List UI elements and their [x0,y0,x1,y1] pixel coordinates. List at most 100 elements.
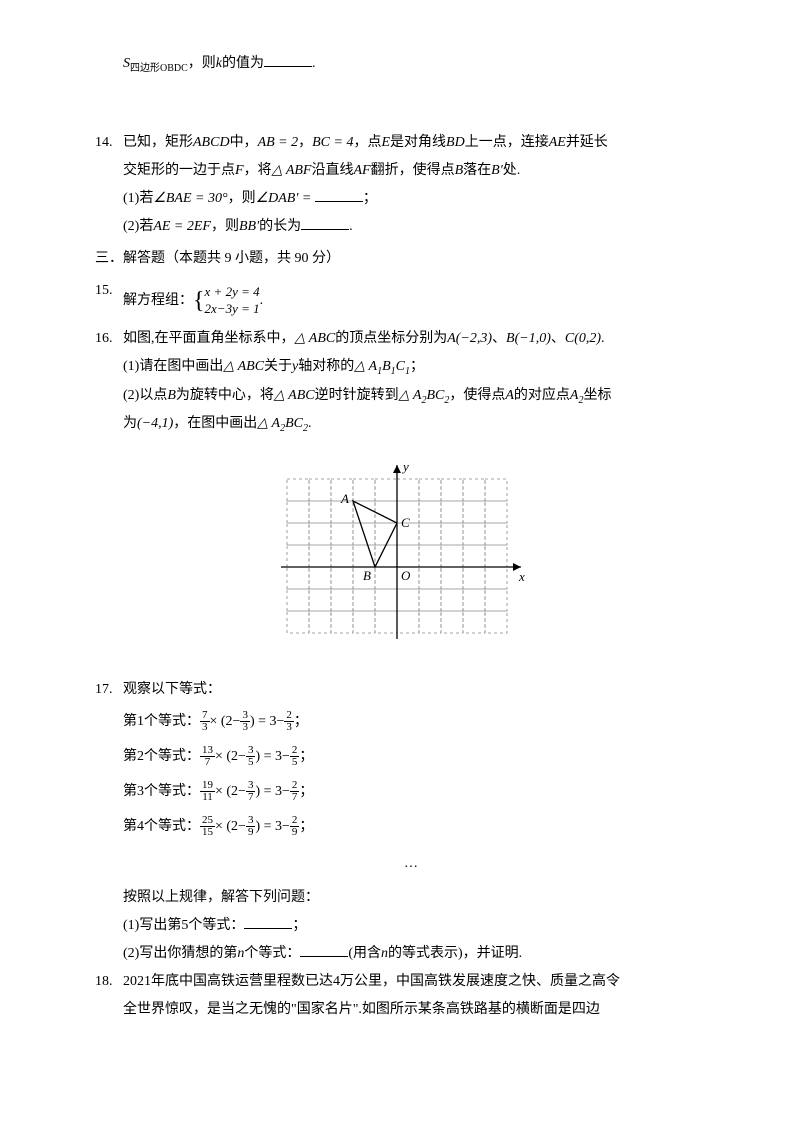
blank [264,52,312,67]
t: ； [410,359,424,374]
ellipsis: … [123,850,699,878]
fraction: 73 [200,710,210,733]
subscript-obdc: 四边形OBDC [130,63,188,74]
q17-number: 17. [95,676,123,704]
q17-intro: 观察以下等式： [123,676,699,704]
v: △ A [399,388,422,403]
t: 、 [551,331,565,346]
equation-line: 第4个等式：2515× (2−39) = 3−29； [123,809,699,844]
t: 的等式表示)，并证明. [388,946,522,961]
q13-continuation: S四边形OBDC，则k的值为. [95,50,699,79]
v: AF [353,163,370,178]
q17-part2: (2)写出你猜想的第n个等式：(用含n的等式表示)，并证明. [123,940,699,968]
v: B [285,416,294,431]
svg-text:x: x [518,569,525,584]
t: ，则 [228,191,256,206]
v: ABCD [193,135,230,150]
v: A [505,388,514,403]
v: BB′ [239,219,259,234]
fraction: 1911 [200,780,215,803]
t: ； [299,784,313,799]
t: . [260,293,264,308]
eq2: 2x−3y = 1 [205,301,260,316]
t: 处. [503,163,521,178]
t: 为 [123,416,137,431]
t: ； [363,191,377,206]
t: 逆时针旋转到 [315,388,399,403]
q16-part2b: 为(−4,1)，在图中画出△ A2BC2. [123,410,699,439]
t: 第3个等式： [123,784,200,799]
t: (2)以点 [123,388,167,403]
coordinate-svg: ABCOxy [267,447,527,647]
t: ) = 3− [255,784,289,799]
v: △ ABF [272,163,312,178]
t: (2)写出你猜想的第 [123,946,237,961]
t: ，点 [353,135,381,150]
t: ，将 [244,163,272,178]
equation-line: 第1个等式：73× (2−33) = 3−23； [123,704,699,739]
t: 中， [230,135,258,150]
coordinate-chart: ABCOxy [95,447,699,658]
v: AB = 2 [258,135,299,150]
q18-line1: 2021年底中国高铁运营里程数已达4万公里，中国高铁发展速度之快、质量之高令 [123,968,699,996]
q17-part1: (1)写出第5个等式：； [123,912,699,940]
blank [244,914,292,929]
svg-text:A: A [340,491,349,506]
t: × (2− [215,749,246,764]
v: (−4,1) [137,416,173,431]
t: 轴对称的 [298,359,354,374]
v: B [455,163,464,178]
q14-number: 14. [95,129,123,157]
t: 第2个等式： [123,749,200,764]
q14-line1: 已知，矩形ABCD中，AB = 2，BC = 4，点E是对角线BD上一点，连接A… [123,129,699,157]
t: 并延长 [566,135,608,150]
v: ∠DAB′ = [256,191,312,206]
q14-part2: (2)若AE = 2EF，则BB′的长为. [123,213,699,241]
eq1: x + 2y = 4 [205,284,260,299]
section-3-heading: 三．解答题（本题共 9 小题，共 90 分） [95,245,699,273]
fraction: 137 [200,745,215,768]
v: F [235,163,244,178]
fraction: 2515 [200,815,215,838]
t: 解方程组： [123,293,193,308]
question-15: 15. 解方程组：{x + 2y = 4 2x−3y = 1. [95,277,699,325]
t: ； [299,749,313,764]
svg-text:y: y [401,459,409,474]
t: ，使得点 [449,388,505,403]
t: . [601,331,605,346]
t: 已知，矩形 [123,135,193,150]
t: 的对应点 [514,388,570,403]
q17-equations: 第1个等式：73× (2−33) = 3−23；第2个等式：137× (2−35… [123,704,699,844]
v: B [426,388,435,403]
v: △ ABC [295,331,336,346]
v: C [294,416,303,431]
fraction: 33 [240,710,250,733]
system-eq: x + 2y = 4 2x−3y = 1 [205,284,260,318]
t: . [349,219,353,234]
question-17: 17. 观察以下等式： 第1个等式：73× (2−33) = 3−23；第2个等… [95,676,699,968]
v: C [435,388,444,403]
q17-body: 观察以下等式： 第1个等式：73× (2−33) = 3−23；第2个等式：13… [123,676,699,968]
v: n [381,946,388,961]
blank [300,942,348,957]
t: × (2− [215,784,246,799]
v: B′ [491,163,503,178]
t: ) = 3− [250,714,284,729]
t: 是对角线 [390,135,446,150]
t: 为旋转中心，将 [176,388,274,403]
blank [315,187,363,202]
t: 个等式： [244,946,300,961]
svg-text:B: B [363,568,371,583]
t: (2)若 [123,219,153,234]
t: 落在 [463,163,491,178]
t: (1)请在图中画出 [123,359,223,374]
v: BC = 4 [312,135,353,150]
q18-line2: 全世界惊叹，是当之无愧的"国家名片".如图所示某条高铁路基的横断面是四边 [123,996,699,1024]
brace-icon: { [193,288,205,314]
t: ， [298,135,312,150]
question-16: 16. 如图,在平面直角坐标系中，△ ABC的顶点坐标分别为A(−2,3)、B(… [95,325,699,439]
equation-line: 第2个等式：137× (2−35) = 3−25； [123,739,699,774]
v: AE = 2EF [153,219,211,234]
q18-body: 2021年底中国高铁运营里程数已达4万公里，中国高铁发展速度之快、质量之高令 全… [123,968,699,1024]
q15-number: 15. [95,277,123,305]
